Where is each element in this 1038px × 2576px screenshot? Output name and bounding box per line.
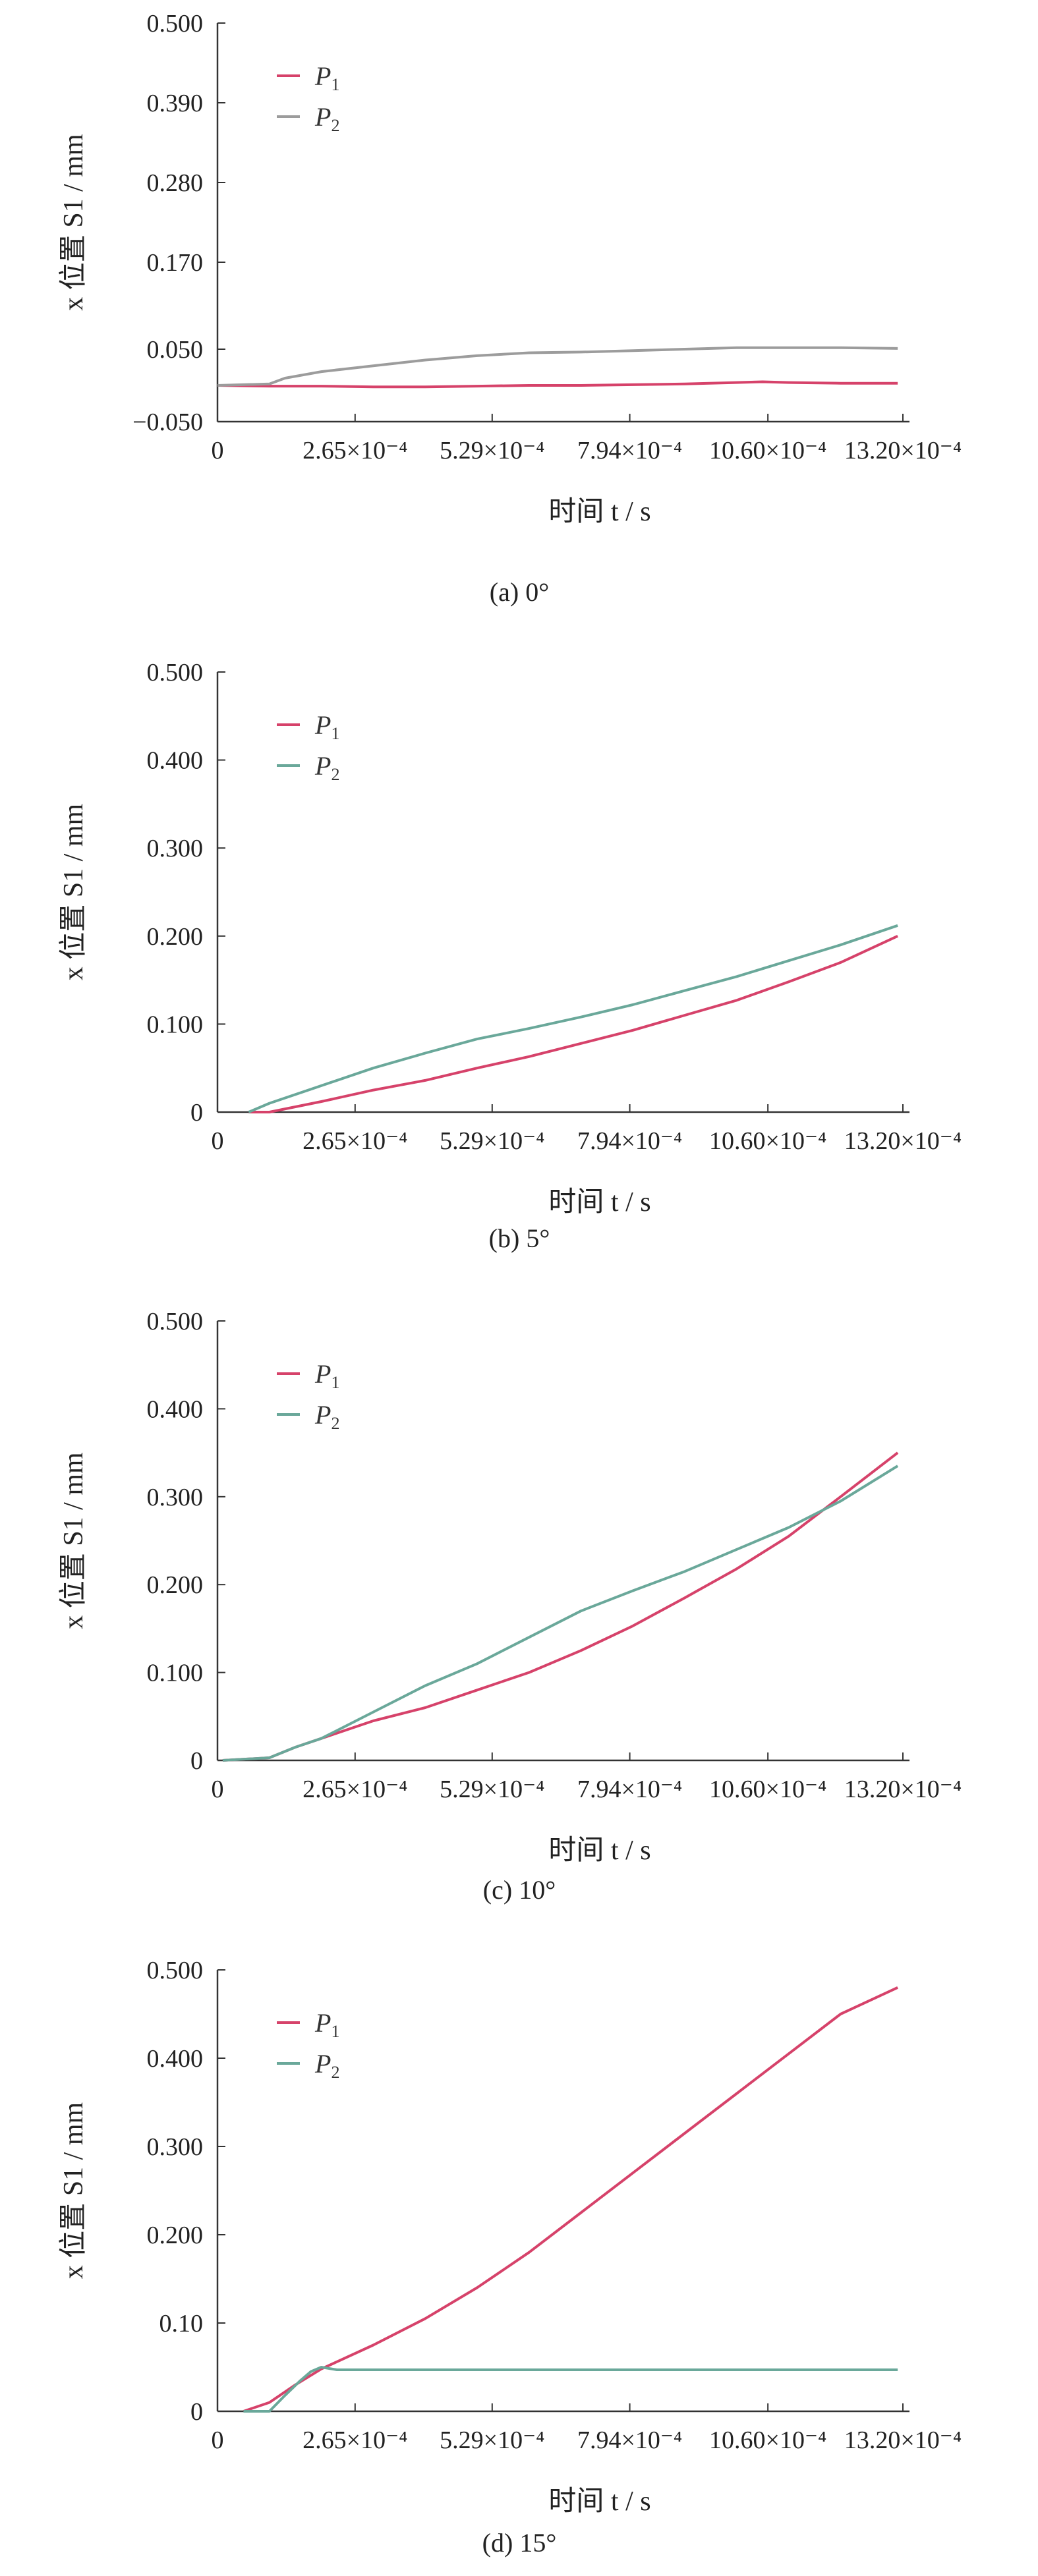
y-tick-label: 0.500 [147,1957,204,1984]
x-tick-label: 10.60×10⁻⁴ [709,1776,826,1803]
y-tick-label: 0.100 [147,1011,204,1038]
chart-caption: (b) 5° [489,1223,550,1253]
x-axis-title: 时间 t / s [548,2486,650,2517]
y-tick-label: 0.400 [147,2045,204,2073]
y-tick-label: 0.10 [159,2310,204,2338]
y-tick-label: 0.100 [147,1660,204,1687]
x-tick-label: 7.94×10⁻⁴ [577,1127,682,1155]
y-tick-label: 0.400 [147,747,204,775]
legend-entry: P1 [314,710,339,743]
y-tick-label: 0.300 [147,2133,204,2161]
chart-caption: (a) 0° [490,577,549,607]
x-tick-label: 13.20×10⁻⁴ [844,2426,962,2454]
x-tick-label: 5.29×10⁻⁴ [440,1776,544,1803]
legend-entry: P1 [314,61,339,94]
legend-entry: P1 [314,1359,339,1392]
series-line-p2 [222,1465,899,1762]
y-tick-label: 0.400 [147,1395,204,1423]
legend-entry: P2 [314,102,339,135]
x-tick-label: 7.94×10⁻⁴ [577,1776,682,1803]
x-tick-label: 2.65×10⁻⁴ [303,437,407,464]
legend-entry-subscript: 2 [331,765,339,784]
y-axis-title: x 位置 S1 / mm [58,2102,89,2279]
y-tick-label: 0.500 [147,659,204,686]
legend-entry-subscript: 2 [331,2063,339,2082]
y-tick-label: 0.280 [147,169,204,197]
y-tick-label: 0.390 [147,90,204,117]
x-tick-label: 7.94×10⁻⁴ [577,437,682,464]
legend-entry: P1 [314,2008,339,2041]
y-tick-label: 0.170 [147,249,204,277]
chart-caption: (d) 15° [482,2528,557,2558]
legend-entry-subscript: 1 [331,724,339,743]
x-tick-label: 5.29×10⁻⁴ [440,1127,544,1155]
chart-panel-1: 0.500 0.390 0.280 0.170 0.050 −0.050 0 2.65×10⁻… [58,10,962,607]
series-line-p2 [217,346,898,387]
x-tick-label: 2.65×10⁻⁴ [303,2426,407,2454]
legend-entry-subscript: 1 [331,2022,339,2041]
y-tick-label: 0 [190,2398,203,2426]
series-line-p1 [217,380,898,389]
x-tick-label: 0 [212,1127,224,1155]
y-axis-title: x 位置 S1 / mm [58,1452,89,1629]
chart-panel-3: 0.500 0.400 0.300 0.200 0.100 00 2.65×10⁻⁴ 5.29… [58,1308,962,1905]
x-tick-label: 2.65×10⁻⁴ [303,1776,407,1803]
x-tick-label: 5.29×10⁻⁴ [440,437,544,464]
y-tick-label: 0 [190,1099,203,1127]
x-tick-label: 10.60×10⁻⁴ [709,437,826,464]
legend-entry: P2 [314,2049,339,2082]
x-tick-label: 13.20×10⁻⁴ [844,437,962,464]
legend-entry-subscript: 1 [331,75,339,94]
legend-entry-subscript: 1 [331,1373,339,1392]
y-tick-label: 0.200 [147,923,204,951]
x-tick-label: 13.20×10⁻⁴ [844,1127,962,1155]
x-tick-label: 13.20×10⁻⁴ [844,1776,962,1803]
y-tick-label: −0.050 [132,408,203,436]
x-tick-label: 10.60×10⁻⁴ [709,1127,826,1155]
y-axis-title: x 位置 S1 / mm [58,803,89,980]
chart-caption: (c) 10° [483,1875,556,1905]
series-line-p2 [243,2366,898,2413]
series-line-p1 [222,1451,899,1762]
y-axis-title: x 位置 S1 / mm [58,134,89,311]
x-tick-label: 10.60×10⁻⁴ [709,2426,826,2454]
x-axis-title: 时间 t / s [548,1187,650,1218]
x-tick-label: 5.29×10⁻⁴ [440,2426,544,2454]
x-tick-label: 2.65×10⁻⁴ [303,1127,407,1155]
y-tick-label: 0.500 [147,10,204,38]
series-line-p1 [248,934,898,1113]
chart-panel-4: 0.500 0.400 0.300 0.200 0.10 00 2.65×10⁻⁴ 5.29×… [58,1957,962,2558]
y-tick-label: 0.050 [147,336,204,364]
series-line-p2 [248,924,898,1113]
y-tick-label: 0.500 [147,1308,204,1335]
legend-entry-subscript: 2 [331,1414,339,1433]
legend-entry: P2 [314,751,339,784]
y-tick-label: 0.300 [147,1484,204,1511]
x-tick-label: 0 [212,2426,224,2454]
y-tick-label: 0.200 [147,1571,204,1599]
legend-entry-subscript: 2 [331,116,339,135]
x-tick-label: 7.94×10⁻⁴ [577,2426,682,2454]
chart-panel-2: 0.500 0.400 0.300 0.200 0.100 00 2.65×10⁻⁴ 5.29… [58,659,962,1253]
series-line-p1 [243,1986,898,2413]
y-tick-label: 0.200 [147,2222,204,2249]
legend-entry: P2 [314,1400,339,1433]
y-tick-label: 0 [190,1747,203,1775]
x-tick-label: 0 [212,437,224,464]
x-axis-title: 时间 t / s [548,1835,650,1866]
y-tick-label: 0.300 [147,835,204,862]
x-tick-label: 0 [212,1776,224,1803]
x-axis-title: 时间 t / s [548,497,650,527]
